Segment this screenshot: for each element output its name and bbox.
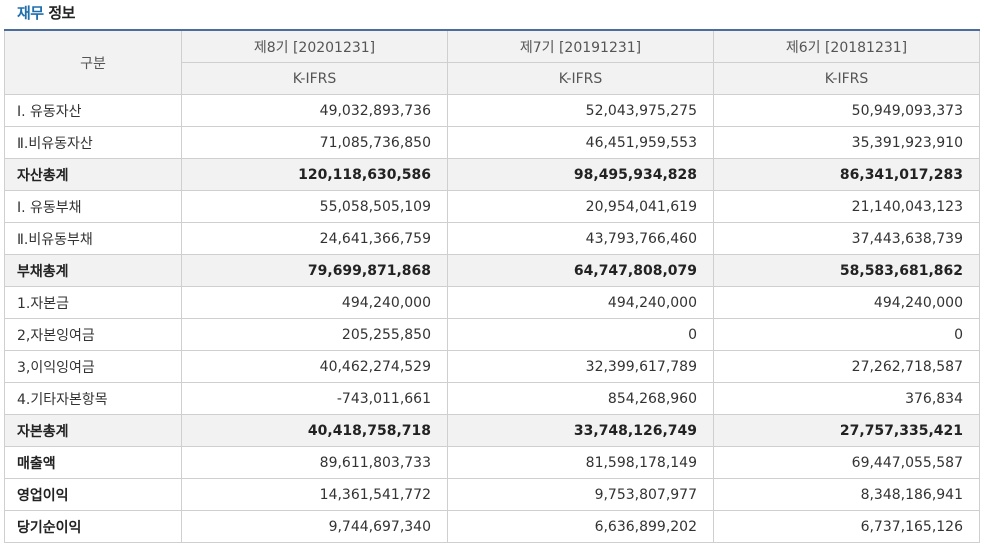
table-row-total: 자본총계 40,418,758,718 33,748,126,749 27,75… — [4, 414, 980, 447]
row-value: 35,391,923,910 — [713, 126, 980, 159]
row-label: 3,이익잉여금 — [4, 350, 182, 383]
table-row-total: 자산총계 120,118,630,586 98,495,934,828 86,3… — [4, 158, 980, 191]
table-row-total: 부채총계 79,699,871,868 64,747,808,079 58,58… — [4, 254, 980, 287]
header-period: 제8기 [20201231] — [181, 29, 448, 63]
row-value: 205,255,850 — [181, 318, 448, 351]
row-label: Ⅰ. 유동부채 — [4, 190, 182, 223]
row-label: 당기순이익 — [4, 510, 182, 543]
table-row: 당기순이익 9,744,697,340 6,636,899,202 6,737,… — [4, 510, 980, 543]
row-value: 494,240,000 — [447, 286, 714, 319]
row-value: -743,011,661 — [181, 382, 448, 415]
row-value: 14,361,541,772 — [181, 478, 448, 511]
table-row: Ⅱ.비유동자산 71,085,736,850 46,451,959,553 35… — [4, 126, 980, 159]
row-value: 40,418,758,718 — [181, 414, 448, 447]
row-value: 376,834 — [713, 382, 980, 415]
table-row: Ⅰ. 유동부채 55,058,505,109 20,954,041,619 21… — [4, 190, 980, 223]
row-value: 854,268,960 — [447, 382, 714, 415]
row-value: 27,262,718,587 — [713, 350, 980, 383]
row-value: 9,753,807,977 — [447, 478, 714, 511]
header-category: 구분 — [4, 29, 182, 95]
row-label: 1.자본금 — [4, 286, 182, 319]
row-label: Ⅰ. 유동자산 — [4, 94, 182, 127]
row-value: 64,747,808,079 — [447, 254, 714, 287]
row-label: Ⅱ.비유동자산 — [4, 126, 182, 159]
table-row: 3,이익잉여금 40,462,274,529 32,399,617,789 27… — [4, 350, 980, 383]
financial-table-header: 구분 제8기 [20201231] 제7기 [20191231] 제6기 [20… — [4, 29, 980, 95]
row-label: 2,자본잉여금 — [4, 318, 182, 351]
section-header: 재무 정보 — [0, 0, 984, 29]
row-value: 494,240,000 — [181, 286, 448, 319]
row-value: 40,462,274,529 — [181, 350, 448, 383]
row-value: 71,085,736,850 — [181, 126, 448, 159]
row-value: 6,737,165,126 — [713, 510, 980, 543]
table-row: 2,자본잉여금 205,255,850 0 0 — [4, 318, 980, 351]
row-value: 81,598,178,149 — [447, 446, 714, 479]
row-value: 37,443,638,739 — [713, 222, 980, 255]
table-row: 4.기타자본항목 -743,011,661 854,268,960 376,83… — [4, 382, 980, 415]
row-value: 58,583,681,862 — [713, 254, 980, 287]
header-row-periods: 구분 제8기 [20201231] 제7기 [20191231] 제6기 [20… — [4, 29, 980, 95]
row-value: 86,341,017,283 — [713, 158, 980, 191]
row-label: 4.기타자본항목 — [4, 382, 182, 415]
row-value: 52,043,975,275 — [447, 94, 714, 127]
row-value: 8,348,186,941 — [713, 478, 980, 511]
table-row: 영업이익 14,361,541,772 9,753,807,977 8,348,… — [4, 478, 980, 511]
row-value: 79,699,871,868 — [181, 254, 448, 287]
section-title-accent: 재무 — [17, 4, 44, 22]
table-row: Ⅰ. 유동자산 49,032,893,736 52,043,975,275 50… — [4, 94, 980, 127]
header-period: 제7기 [20191231] — [447, 29, 714, 63]
row-value: 0 — [447, 318, 714, 351]
row-label: 매출액 — [4, 446, 182, 479]
row-value: 33,748,126,749 — [447, 414, 714, 447]
row-value: 494,240,000 — [713, 286, 980, 319]
row-value: 120,118,630,586 — [181, 158, 448, 191]
row-value: 32,399,617,789 — [447, 350, 714, 383]
row-value: 49,032,893,736 — [181, 94, 448, 127]
header-standard: K-IFRS — [447, 62, 714, 95]
table-row: Ⅱ.비유동부채 24,641,366,759 43,793,766,460 37… — [4, 222, 980, 255]
row-value: 89,611,803,733 — [181, 446, 448, 479]
header-standard: K-IFRS — [713, 62, 980, 95]
row-value: 21,140,043,123 — [713, 190, 980, 223]
row-value: 43,793,766,460 — [447, 222, 714, 255]
table-row: 1.자본금 494,240,000 494,240,000 494,240,00… — [4, 286, 980, 319]
row-value: 20,954,041,619 — [447, 190, 714, 223]
financial-table-body: Ⅰ. 유동자산 49,032,893,736 52,043,975,275 50… — [4, 94, 980, 543]
row-value: 27,757,335,421 — [713, 414, 980, 447]
row-value: 55,058,505,109 — [181, 190, 448, 223]
row-value: 0 — [713, 318, 980, 351]
header-period: 제6기 [20181231] — [713, 29, 980, 63]
header-row-standards: K-IFRS K-IFRS K-IFRS — [5, 62, 980, 95]
row-label: 자산총계 — [4, 158, 182, 191]
row-label: 부채총계 — [4, 254, 182, 287]
row-value: 24,641,366,759 — [181, 222, 448, 255]
row-value: 9,744,697,340 — [181, 510, 448, 543]
row-value: 50,949,093,373 — [713, 94, 980, 127]
row-value: 46,451,959,553 — [447, 126, 714, 159]
row-value: 98,495,934,828 — [447, 158, 714, 191]
row-value: 6,636,899,202 — [447, 510, 714, 543]
table-row: 매출액 89,611,803,733 81,598,178,149 69,447… — [4, 446, 980, 479]
section-title: 재무 정보 — [17, 2, 75, 23]
row-label: 자본총계 — [4, 414, 182, 447]
row-label: Ⅱ.비유동부채 — [4, 222, 182, 255]
row-value: 69,447,055,587 — [713, 446, 980, 479]
financial-table: 구분 제8기 [20201231] 제7기 [20191231] 제6기 [20… — [4, 29, 980, 543]
header-standard: K-IFRS — [181, 62, 448, 95]
row-label: 영업이익 — [4, 478, 182, 511]
section-title-rest: 정보 — [43, 4, 75, 22]
